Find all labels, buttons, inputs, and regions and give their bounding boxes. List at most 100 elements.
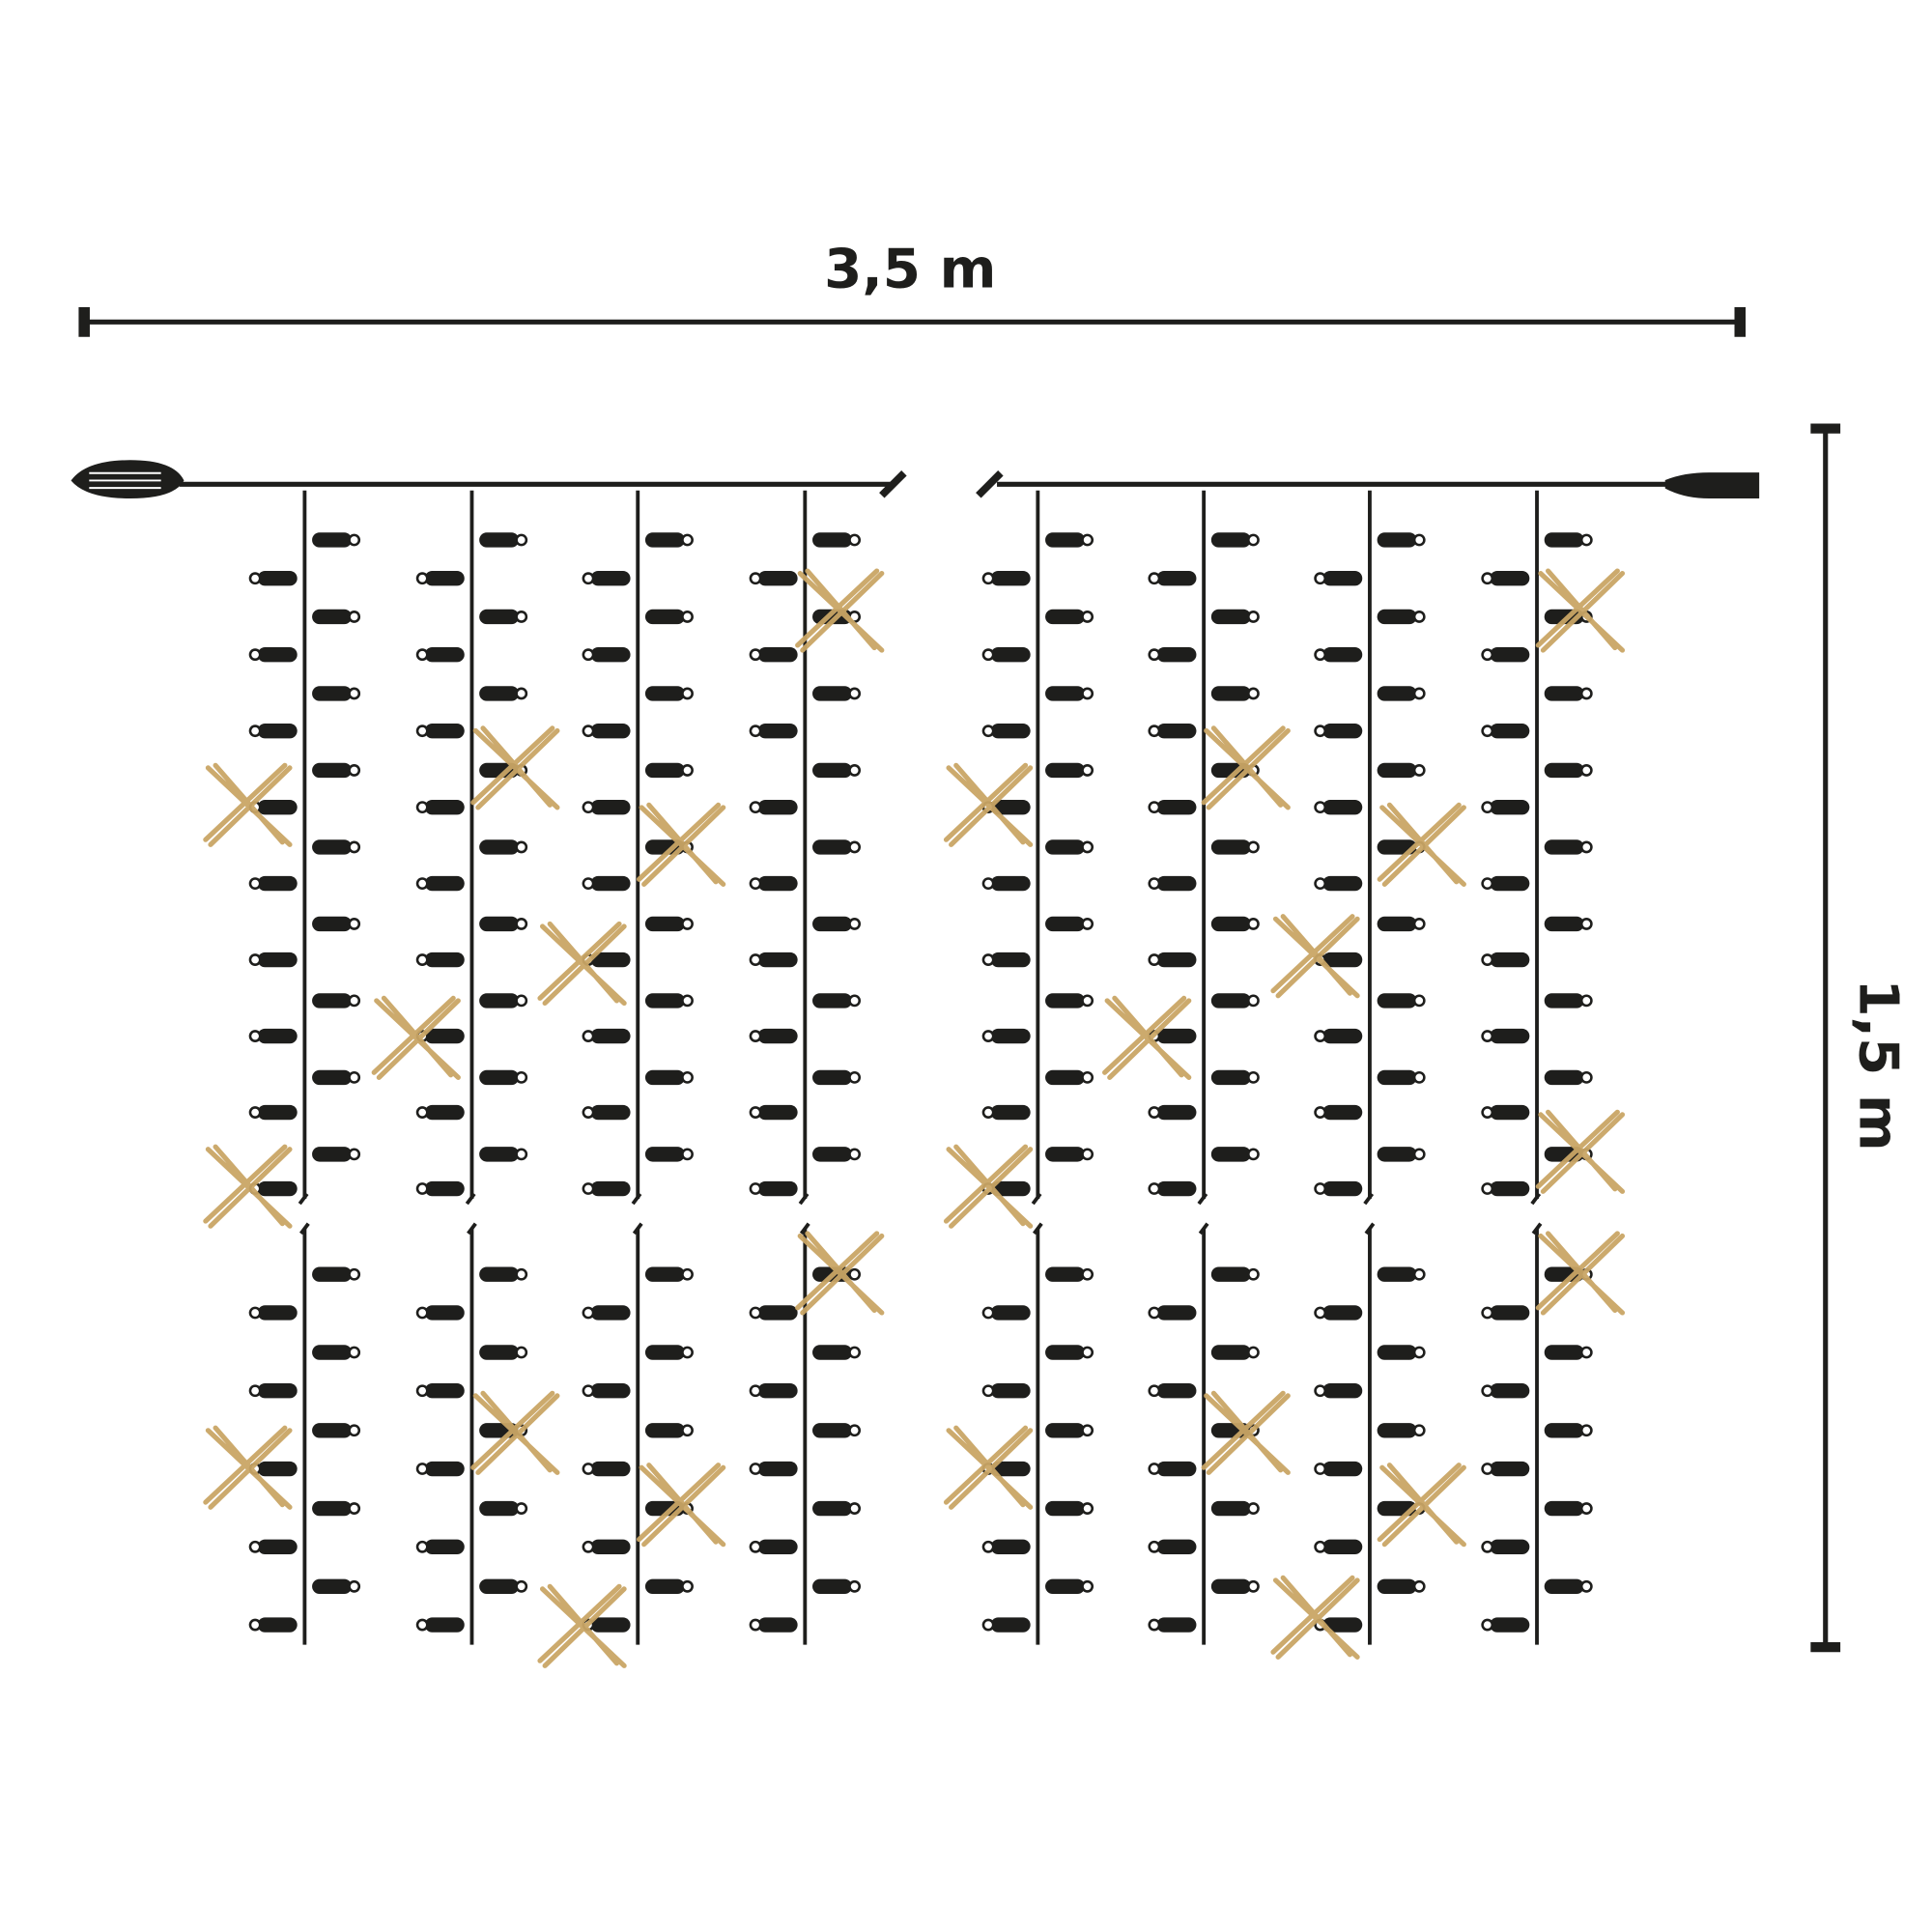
bulb bbox=[590, 1539, 631, 1554]
bulb-tip bbox=[1148, 1182, 1161, 1195]
bulb bbox=[312, 1069, 353, 1086]
bulb bbox=[990, 1461, 1031, 1477]
bulb bbox=[1490, 1305, 1530, 1321]
bulb-tip bbox=[348, 840, 361, 854]
bulb-tip bbox=[1412, 1267, 1426, 1281]
bulb bbox=[257, 1305, 298, 1321]
bulb-tip bbox=[848, 687, 862, 700]
strand-break bbox=[1530, 1192, 1542, 1206]
plug-detail bbox=[89, 471, 161, 490]
bulb-tip bbox=[1148, 953, 1161, 967]
bulb-tip bbox=[1579, 1424, 1593, 1437]
bulb bbox=[1490, 723, 1530, 739]
bulb-tip bbox=[1579, 533, 1593, 547]
bulb-tip bbox=[1412, 994, 1426, 1008]
sparkle bbox=[795, 1231, 885, 1316]
bulb bbox=[424, 1305, 465, 1321]
width-label: 3,5 m bbox=[824, 238, 996, 300]
bulb bbox=[1322, 1305, 1363, 1321]
bulb-tip bbox=[515, 1070, 528, 1084]
bulb-tip bbox=[582, 1384, 595, 1398]
bulb-tip bbox=[415, 801, 429, 814]
bulb bbox=[424, 875, 465, 892]
bulb-tip bbox=[1579, 1502, 1593, 1515]
bulb bbox=[257, 646, 298, 663]
bulb bbox=[1544, 686, 1584, 701]
bulb-tip bbox=[1481, 1618, 1494, 1632]
bulb-tip bbox=[1148, 1384, 1161, 1398]
bulb-tip bbox=[1247, 533, 1260, 547]
bulb-tip bbox=[1247, 918, 1260, 930]
bulb bbox=[1377, 532, 1417, 548]
bulb bbox=[479, 686, 520, 701]
bulb bbox=[644, 1345, 685, 1360]
bulb bbox=[257, 952, 298, 968]
bulb-tip bbox=[1081, 764, 1094, 777]
connector bbox=[1664, 472, 1760, 499]
bulb-tip bbox=[1148, 572, 1161, 585]
bulb-tip bbox=[1481, 724, 1494, 738]
bulb-tip bbox=[1247, 1267, 1260, 1281]
bulb-tip bbox=[1579, 1070, 1593, 1084]
bulb-tip bbox=[248, 1540, 262, 1553]
bulb bbox=[990, 952, 1031, 968]
bulb bbox=[257, 799, 298, 815]
bulb-tip bbox=[1148, 648, 1161, 662]
bulb bbox=[812, 686, 853, 701]
bulb bbox=[424, 646, 465, 663]
sparkle bbox=[203, 1425, 293, 1510]
bulb bbox=[1490, 646, 1530, 663]
bulb-tip bbox=[1081, 687, 1094, 700]
bulb-tip bbox=[749, 1306, 762, 1320]
bulb-tip bbox=[515, 1579, 528, 1593]
bulb-tip bbox=[1412, 1070, 1426, 1084]
bulb bbox=[1156, 1461, 1197, 1477]
bulb bbox=[479, 916, 520, 932]
bulb bbox=[812, 762, 853, 779]
bulb-tip bbox=[1579, 1346, 1593, 1359]
bulb-tip bbox=[681, 687, 694, 700]
bulb bbox=[990, 1305, 1031, 1321]
bulb-tip bbox=[1481, 1106, 1494, 1119]
bulb-tip bbox=[248, 1030, 262, 1042]
bulb-tip bbox=[749, 648, 762, 662]
bulb bbox=[1377, 1266, 1417, 1282]
bulb bbox=[424, 571, 465, 586]
sparkle bbox=[1535, 1231, 1626, 1316]
sparkle bbox=[636, 1463, 726, 1548]
bulb bbox=[1377, 1578, 1417, 1594]
bulb-tip bbox=[1148, 801, 1161, 814]
bulb-tip bbox=[582, 1030, 595, 1042]
bulb-tip bbox=[1314, 648, 1327, 662]
bulb-tip bbox=[515, 1346, 528, 1359]
bulb bbox=[812, 1147, 853, 1162]
bulb bbox=[1544, 532, 1584, 548]
bulb bbox=[590, 875, 631, 892]
bulb bbox=[1377, 1069, 1417, 1086]
bulb-tip bbox=[248, 1306, 262, 1320]
bulb bbox=[644, 1069, 685, 1086]
bulb-tip bbox=[749, 877, 762, 891]
bulb-tip bbox=[515, 1148, 528, 1161]
bulb bbox=[1322, 1028, 1363, 1044]
bulb bbox=[257, 723, 298, 739]
bulb-tip bbox=[1247, 1346, 1260, 1359]
strand-break bbox=[1363, 1192, 1375, 1206]
bulb-tip bbox=[415, 1618, 429, 1632]
bulb-tip bbox=[1081, 840, 1094, 854]
bulb-tip bbox=[1481, 648, 1494, 662]
strand-break bbox=[632, 1222, 643, 1236]
bulb-tip bbox=[981, 1540, 995, 1553]
bulb bbox=[644, 686, 685, 701]
bulb-tip bbox=[1412, 1579, 1426, 1593]
bulb bbox=[590, 1104, 631, 1121]
bulb bbox=[1544, 1500, 1584, 1517]
sparkle bbox=[795, 568, 885, 653]
bulb bbox=[1156, 1617, 1197, 1633]
bulb-tip bbox=[981, 877, 995, 891]
bulb bbox=[1490, 875, 1530, 892]
bulb bbox=[644, 609, 685, 625]
bulb-tip bbox=[348, 1579, 361, 1593]
bulb bbox=[590, 1305, 631, 1321]
